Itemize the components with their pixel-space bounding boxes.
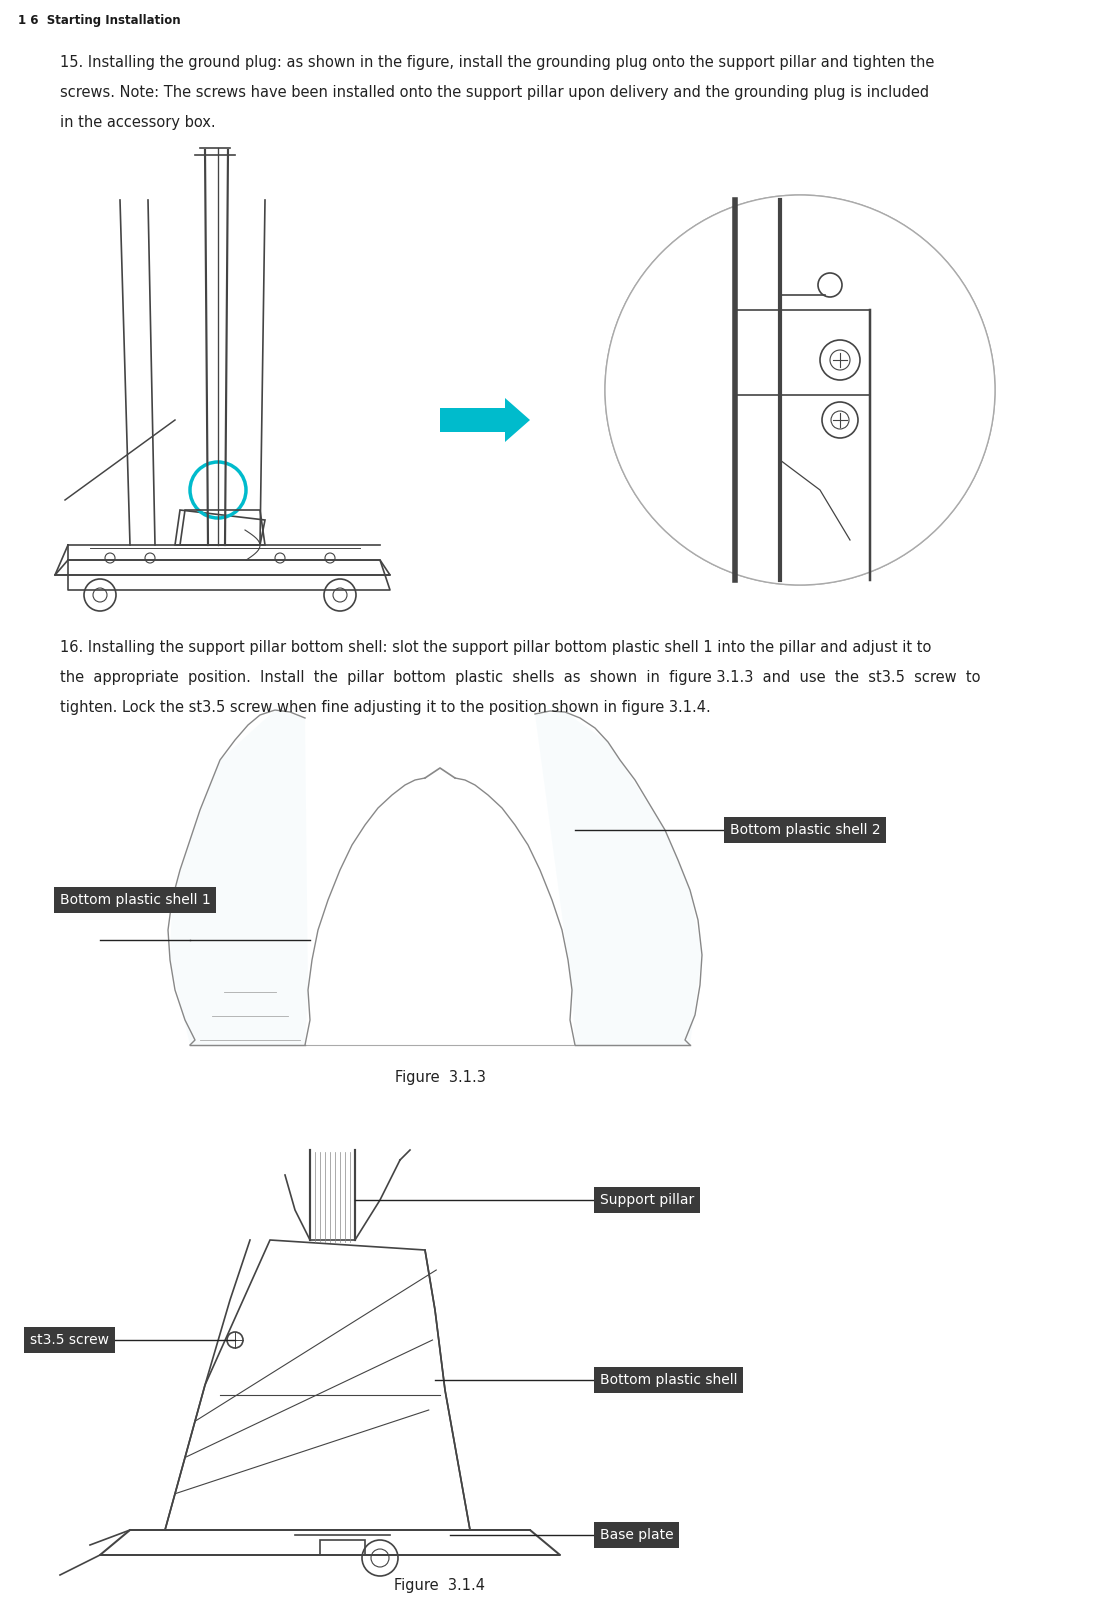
- Text: 15. Installing the ground plug: as shown in the figure, install the grounding pl: 15. Installing the ground plug: as shown…: [60, 55, 935, 70]
- Text: Figure  3.1.4: Figure 3.1.4: [394, 1578, 485, 1592]
- Polygon shape: [440, 399, 530, 442]
- Text: Bottom plastic shell 1: Bottom plastic shell 1: [60, 893, 210, 907]
- Text: in the accessory box.: in the accessory box.: [60, 115, 216, 130]
- Text: 1 6  Starting Installation: 1 6 Starting Installation: [18, 15, 180, 28]
- Text: screws. Note: The screws have been installed onto the support pillar upon delive: screws. Note: The screws have been insta…: [60, 84, 929, 100]
- Text: the  appropriate  position.  Install  the  pillar  bottom  plastic  shells  as  : the appropriate position. Install the pi…: [60, 671, 981, 685]
- Text: 16. Installing the support pillar bottom shell: slot the support pillar bottom p: 16. Installing the support pillar bottom…: [60, 640, 932, 654]
- Text: tighten. Lock the st3.5 screw when fine adjusting it to the position shown in fi: tighten. Lock the st3.5 screw when fine …: [60, 700, 711, 714]
- Text: Base plate: Base plate: [600, 1528, 673, 1542]
- Text: Bottom plastic shell 2: Bottom plastic shell 2: [730, 823, 880, 838]
- Polygon shape: [535, 713, 702, 1045]
- Text: st3.5 screw: st3.5 screw: [30, 1333, 109, 1346]
- Polygon shape: [170, 710, 308, 1045]
- Text: Bottom plastic shell: Bottom plastic shell: [600, 1374, 738, 1387]
- Circle shape: [605, 194, 995, 585]
- Text: Support pillar: Support pillar: [600, 1192, 695, 1207]
- Text: Figure  3.1.3: Figure 3.1.3: [395, 1069, 485, 1085]
